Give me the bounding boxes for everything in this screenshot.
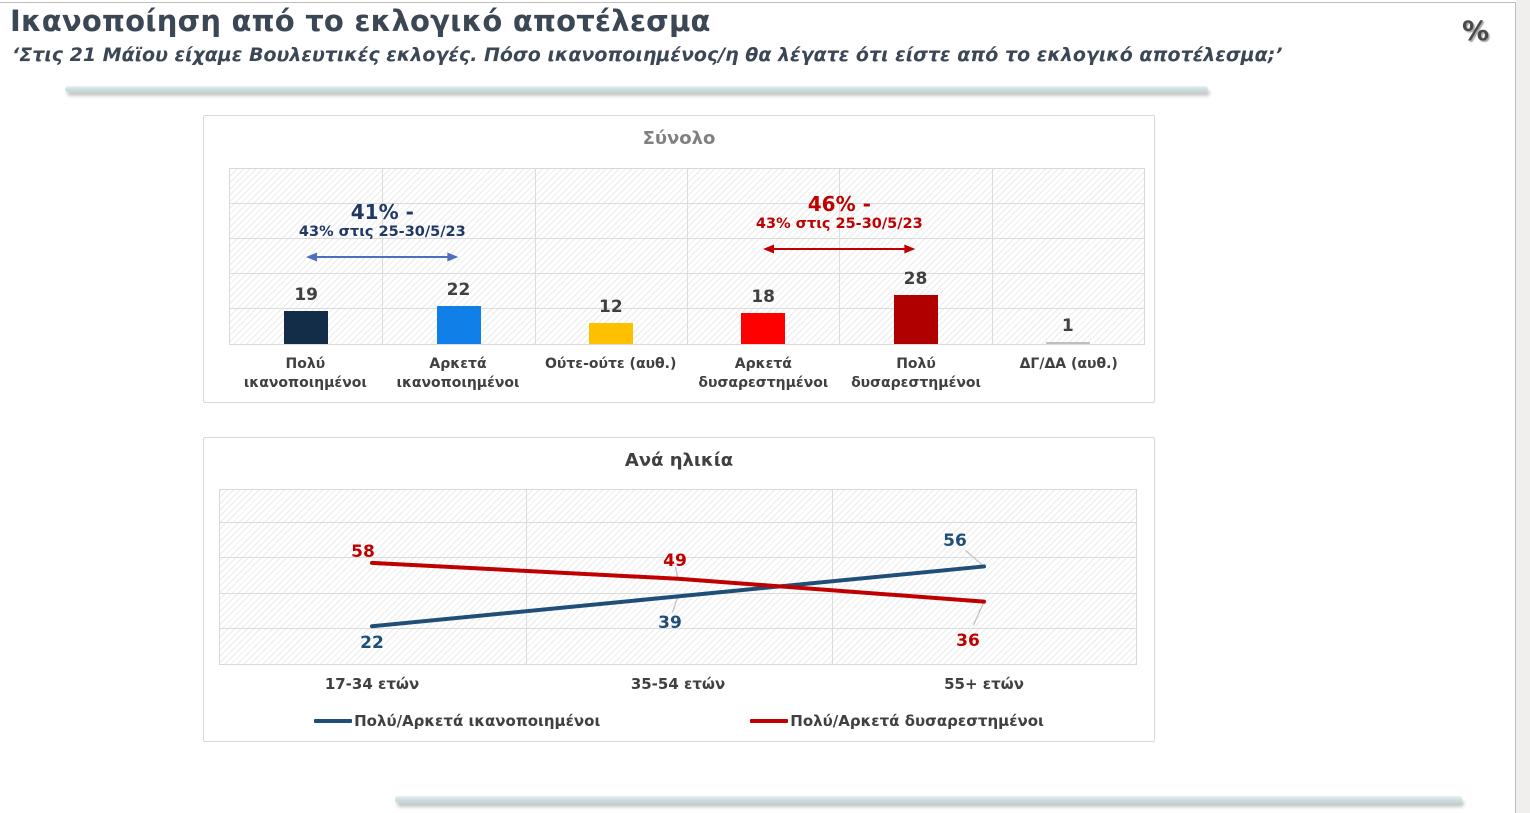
bar-category-label: Αρκετά δυσαρεστημένοι: [698, 356, 829, 391]
legend-line-swatch: [750, 719, 789, 723]
comparison-annotation: 46% -43% στις 25-30/5/23: [709, 193, 969, 255]
line-series-svg: [370, 549, 986, 629]
vertical-gridline: [526, 490, 527, 664]
legend-label: Πολύ/Αρκετά δυσαρεστημένοι: [790, 712, 1044, 730]
bar-value-label: 12: [598, 297, 623, 317]
age-category-axis: 17-34 ετών 35-54 ετών 55+ ετών: [219, 675, 1137, 693]
age-chart-legend: Πολύ/Αρκετά ικανοποιημένοι Πολύ/Αρκετά δυ…: [204, 712, 1154, 730]
age-axis-label: 17-34 ετών: [324, 675, 420, 693]
age-chart-title: Ανά ηλικία: [624, 450, 734, 471]
point-value-label: 22: [360, 633, 384, 654]
bar-value-label: 28: [903, 269, 928, 289]
age-line-plot-area: 22 39 56 58 49 36: [219, 489, 1137, 665]
vertical-gridline: [991, 169, 993, 344]
legend-item: Πολύ/Αρκετά ικανοποιημένοι: [314, 712, 600, 730]
label-leader-line: [671, 596, 679, 613]
age-chart-panel: Ανά ηλικία 22 39 56 58 49 36 17-34 ετών 35-54 …: [203, 437, 1155, 742]
age-axis-label: 55+ ετών: [944, 675, 1024, 693]
vertical-gridline: [534, 169, 536, 344]
bar: [588, 323, 633, 344]
bar: [284, 310, 329, 344]
bar-category-label: ΔΓ/ΔΑ (αυθ.): [1019, 356, 1118, 372]
point-value-label: 58: [351, 541, 375, 562]
percent-unit-label: %: [1462, 16, 1490, 47]
bar: [741, 312, 786, 344]
vertical-gridline: [687, 169, 688, 344]
line-series: [370, 560, 986, 604]
horizontal-gridline: [220, 592, 1136, 594]
label-leader-line: [972, 601, 985, 626]
horizontal-gridline: [220, 627, 1136, 629]
page-title: Ικανοποίηση από το εκλογικό αποτέλεσμα: [10, 4, 711, 38]
legend-line-swatch: [314, 719, 353, 723]
legend-label: Πολύ/Αρκετά ικανοποιημένοι: [354, 712, 601, 730]
comparison-annotation: 41% -43% στις 25-30/5/23: [252, 201, 512, 263]
vertical-gridline: [839, 169, 841, 344]
slide-right-border: [1515, 2, 1516, 813]
horizontal-gridline: [220, 522, 1136, 524]
bar: [893, 295, 938, 344]
line-series: [370, 564, 986, 629]
bar: [436, 305, 481, 344]
point-value-label: 36: [956, 630, 980, 651]
bar-category-label: Αρκετά ικανοποιημένοι: [396, 356, 520, 391]
annotation-headline: 41% -: [350, 200, 414, 224]
legend-item: Πολύ/Αρκετά δυσαρεστημένοι: [750, 712, 1044, 730]
bar-value-label: 19: [294, 284, 318, 305]
bar-category-label: Πολύ ικανοποιημένοι: [243, 356, 367, 391]
slide-top-border: [0, 2, 1516, 3]
page-subtitle: ‘Στις 21 Μάϊου είχαμε Βουλευτικές εκλογέ…: [12, 44, 1283, 66]
point-value-label: 49: [663, 550, 687, 571]
vertical-gridline: [832, 490, 833, 664]
label-leader-line: [965, 549, 985, 567]
bar-category-label: Πολύ δυσαρεστημένοι: [851, 356, 981, 391]
point-value-label: 39: [658, 613, 682, 634]
bar-value-label: 22: [446, 279, 471, 300]
annotation-headline: 46% -: [807, 192, 871, 216]
bar-value-label: 1: [1061, 316, 1074, 337]
horizontal-gridline: [220, 557, 1136, 559]
header-divider: [65, 86, 1208, 92]
slide-right-gutter: [1516, 0, 1530, 813]
bar-value-label: 18: [751, 286, 775, 307]
double-arrow-icon: [306, 252, 459, 262]
bar-category-label: Ούτε-ούτε (αυθ.): [544, 356, 677, 372]
total-bar-plot-area: 19 22 12 18 28 1 41% -43% στις 25-30/5/23 46% -…: [229, 168, 1145, 345]
bar: [1045, 342, 1090, 344]
bottom-divider: [395, 796, 1462, 803]
annotation-detail: 43% στις 25-30/5/23: [755, 216, 923, 232]
double-arrow-icon: [763, 244, 916, 254]
total-chart-title: Σύνολο: [642, 128, 716, 149]
annotation-detail: 43% στις 25-30/5/23: [298, 224, 466, 240]
total-bar-category-axis: Πολύ ικανοποιημένοι Αρκετά ικανοποιημένοι…: [229, 355, 1145, 393]
total-chart-panel: Σύνολο 19 22 12 18 28 1 41% -43% στις 25-30/5/…: [203, 115, 1155, 403]
point-value-label: 56: [943, 531, 967, 552]
age-axis-label: 35-54 ετών: [630, 675, 726, 693]
